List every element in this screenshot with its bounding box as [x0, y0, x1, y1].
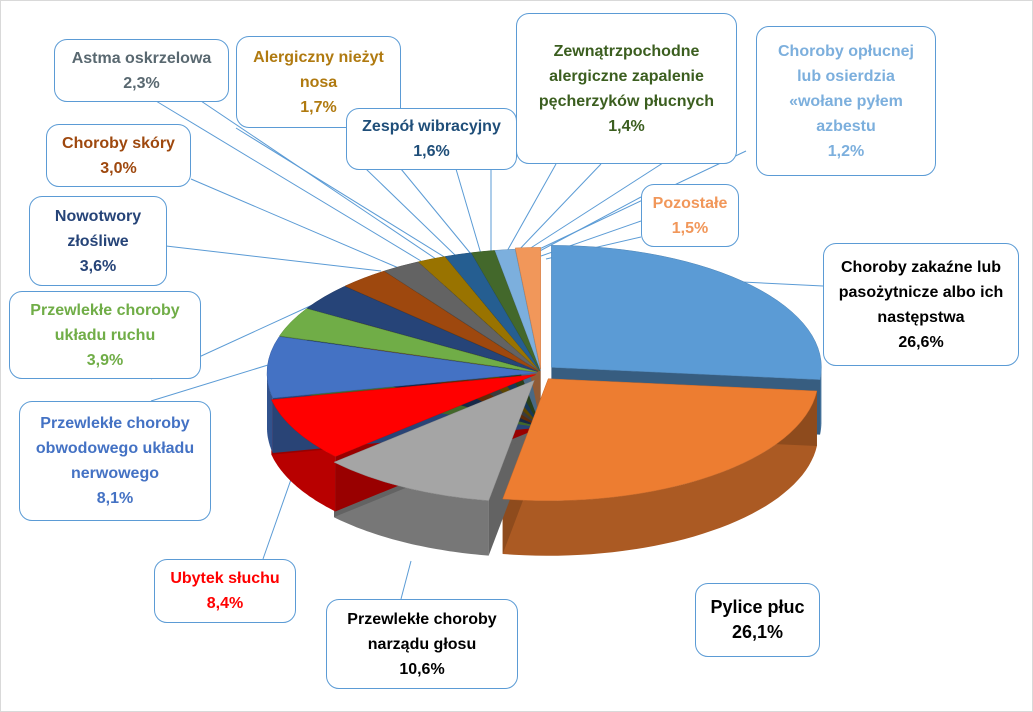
data-label-hearing: Ubytek słuchu 8,4% — [154, 559, 296, 623]
label-text: Ubytek słuchu — [170, 570, 280, 587]
data-label-cancer: Nowotwory złośliwe 3,6% — [29, 196, 167, 286]
leader-line — [200, 100, 437, 260]
label-text: Astma oskrzelowa — [71, 49, 212, 67]
label-value: 10,6% — [399, 660, 445, 678]
data-label-skin: Choroby skóry 3,0% — [46, 124, 191, 187]
pie-slice-4 — [266, 336, 538, 399]
label-value: 1,6% — [413, 143, 450, 160]
label-text: Choroby skóry — [62, 134, 175, 152]
leader-line — [150, 360, 282, 402]
label-value: 3,0% — [100, 159, 137, 177]
label-value: 1,4% — [608, 117, 645, 135]
pie-slice-2 — [333, 379, 535, 501]
label-value: 1,7% — [300, 98, 337, 116]
pie-slice-3 — [271, 374, 536, 457]
leader-line — [535, 196, 642, 254]
leader-line — [400, 560, 412, 600]
label-text: Choroby opłucnej lub osierdzia «wołane p… — [778, 42, 914, 135]
pie-slice-0 — [551, 245, 822, 380]
data-label-asthma: Astma oskrzelowa 2,3% — [54, 39, 229, 102]
label-value: 8,4% — [206, 595, 244, 612]
leader-line — [515, 163, 602, 254]
label-value: 26,6% — [898, 333, 944, 351]
data-label-nervous: Przewlekłe choroby obwodowego układu ner… — [19, 401, 211, 521]
pie-slice-5 — [279, 308, 538, 373]
label-value: 1,2% — [827, 142, 865, 160]
pie-slice-7 — [344, 270, 539, 372]
label-value: 8,1% — [96, 490, 134, 507]
label-value: 26,1% — [731, 622, 784, 642]
data-label-vibration: Zespół wibracyjny 1,6% — [346, 108, 517, 170]
pie-slice-side-wall — [820, 367, 822, 435]
label-text: Zespół wibracyjny — [362, 118, 501, 135]
leader-line — [455, 168, 482, 255]
data-label-infectious: Choroby zakaźne lub pasożytnicze albo ic… — [823, 243, 1019, 366]
data-label-pneumoconiosis: Pylice płuc 26,1% — [695, 583, 820, 657]
pie-slice-6 — [306, 286, 538, 372]
data-label-motor: Przewlekłe choroby układu ruchu 3,9% — [9, 291, 201, 379]
leader-line — [165, 245, 382, 272]
pie-slice-10 — [444, 252, 541, 371]
label-text: Alergiczny nieżyt nosa — [253, 48, 384, 91]
leader-line — [365, 168, 457, 257]
leader-line — [505, 163, 557, 254]
leader-line — [400, 168, 472, 255]
leader-line — [235, 127, 447, 259]
data-label-other: Pozostałe 1,5% — [641, 184, 739, 247]
label-value: 2,3% — [123, 74, 160, 92]
label-text: Przewlekłe choroby narządu głosu — [347, 610, 497, 653]
pie-slice-11 — [470, 250, 541, 371]
label-value: 1,5% — [671, 219, 709, 237]
leader-line — [155, 100, 422, 262]
label-text: Przewlekłe choroby obwodowego układu ner… — [35, 415, 195, 482]
label-text: Pylice płuc — [710, 597, 805, 617]
label-text: Pozostałe — [652, 194, 728, 212]
data-label-alveolitis: Zewnątrzpochodne alergiczne zapalenie pę… — [516, 13, 737, 164]
pie-slice-8 — [383, 261, 540, 372]
label-text: Przewlekłe choroby układu ruchu — [30, 301, 180, 344]
pie-slice-side-wall — [267, 372, 273, 453]
pie-slice-side-wall — [502, 391, 817, 556]
pie-slice-13 — [515, 247, 541, 370]
label-value: 3,6% — [79, 257, 117, 275]
label-text: Choroby zakaźne lub pasożytnicze albo ic… — [838, 258, 1004, 326]
pie-slice-12 — [494, 248, 541, 371]
leader-line — [190, 178, 402, 270]
data-label-pleura: Choroby opłucnej lub osierdzia «wołane p… — [756, 26, 936, 176]
pie-slice-9 — [417, 256, 540, 371]
pie-slice-1 — [502, 378, 818, 501]
label-value: 3,9% — [86, 351, 124, 369]
label-text: Zewnątrzpochodne alergiczne zapalenie pę… — [538, 42, 715, 110]
data-label-voice: Przewlekłe choroby narządu głosu 10,6% — [326, 599, 518, 689]
label-text: Nowotwory złośliwe — [54, 207, 142, 250]
pie-tops — [266, 245, 822, 501]
